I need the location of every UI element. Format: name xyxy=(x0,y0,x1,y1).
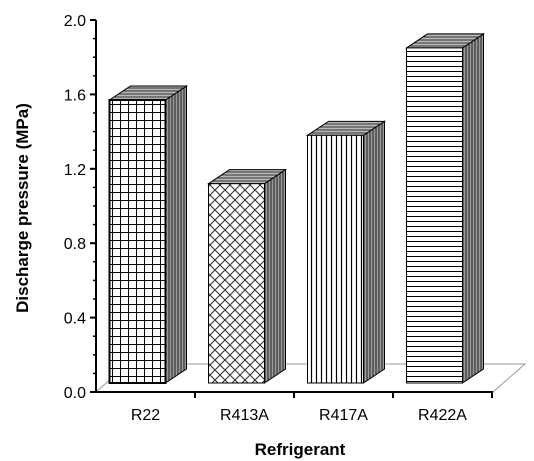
bar-side-r22 xyxy=(165,85,187,384)
x-tick-label: R413A xyxy=(220,407,269,424)
y-tick-label: 1.2 xyxy=(64,162,86,179)
y-tick-label: 1.6 xyxy=(64,87,86,104)
x-axis-ticks: R22 R413A R417A R422A xyxy=(131,392,493,424)
bar-r413a xyxy=(208,183,265,384)
x-tick-label: R422A xyxy=(418,407,467,424)
bar-series xyxy=(107,32,486,384)
bar-r422a xyxy=(406,47,463,384)
y-tick-label: 0.8 xyxy=(64,236,86,253)
y-axis-title: Discharge pressure (MPa) xyxy=(13,103,32,313)
x-tick-label: R417A xyxy=(319,407,368,424)
bar-r417a xyxy=(307,134,364,384)
x-axis-title: Refrigerant xyxy=(255,440,346,459)
bar-side-r422a xyxy=(462,32,484,384)
y-tick-label: 0.0 xyxy=(64,385,86,402)
y-tick-label: 0.4 xyxy=(64,311,86,328)
bar-side-r413a xyxy=(264,168,286,384)
bar-side-r417a xyxy=(363,120,385,384)
y-tick-label: 2.0 xyxy=(64,13,86,30)
bar-r22 xyxy=(108,98,167,384)
y-axis-ticks: 0.0 0.4 0.8 1.2 1.6 2.0 xyxy=(64,13,96,402)
x-tick-label: R22 xyxy=(131,407,160,424)
